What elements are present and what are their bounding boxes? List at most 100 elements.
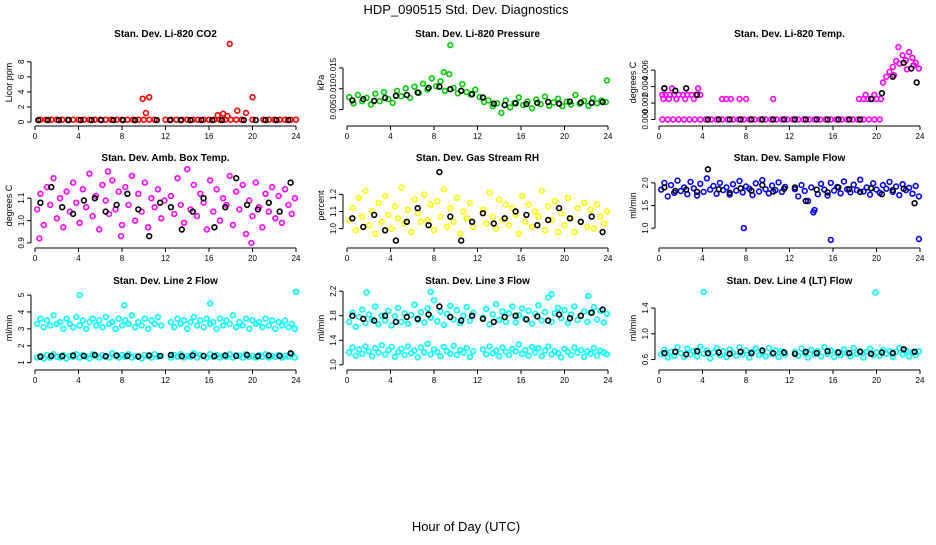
- data-point: [483, 351, 490, 358]
- data-point: [414, 210, 421, 217]
- data-point: [88, 116, 95, 124]
- data-point: [506, 104, 514, 111]
- data-point: [398, 92, 405, 100]
- y-axis-label: degrees C: [628, 61, 638, 103]
- y-tick-label: 3: [17, 326, 26, 331]
- data-point: [566, 98, 574, 105]
- y-tick-label: 8: [17, 59, 26, 64]
- data-point: [577, 99, 584, 106]
- data-point: [732, 352, 740, 359]
- data-point: [86, 355, 93, 362]
- data-point: [441, 87, 449, 95]
- data-point: [385, 346, 392, 354]
- data-point: [249, 317, 256, 324]
- data-point: [548, 216, 555, 224]
- x-tick-label: 24: [916, 376, 925, 385]
- data-point: [588, 309, 595, 316]
- data-point: [674, 177, 681, 184]
- data-point: [268, 317, 276, 324]
- data-point: [871, 91, 878, 99]
- data-point: [434, 318, 441, 325]
- data-point: [664, 354, 671, 361]
- data-point: [479, 206, 487, 214]
- series-hourly: [661, 59, 920, 123]
- data-point: [246, 325, 253, 332]
- data-point: [450, 84, 457, 92]
- y-tick-label: 0.9: [17, 237, 26, 249]
- data-point: [548, 351, 555, 358]
- data-point: [252, 116, 260, 124]
- data-point: [363, 289, 370, 296]
- x-tick-label: 4: [76, 254, 81, 263]
- data-point: [178, 353, 186, 360]
- data-point: [693, 188, 701, 196]
- y-tick-label: 1.0: [641, 222, 650, 234]
- data-point: [58, 204, 66, 211]
- data-point: [537, 100, 544, 108]
- data-point: [102, 208, 109, 215]
- data-point: [124, 352, 131, 360]
- data-point: [512, 348, 519, 355]
- data-point: [167, 192, 175, 200]
- data-point: [56, 318, 64, 326]
- data-point: [661, 349, 668, 357]
- data-point: [748, 116, 755, 123]
- data-point: [538, 317, 545, 324]
- data-point: [489, 311, 496, 318]
- data-point: [425, 84, 432, 92]
- data-point: [837, 190, 844, 197]
- data-point: [472, 86, 479, 93]
- data-point: [91, 351, 99, 359]
- data-point: [385, 211, 392, 219]
- y-tick-label: 1.0: [17, 214, 26, 226]
- data-point: [450, 342, 457, 349]
- data-point: [769, 95, 777, 103]
- data-point: [548, 291, 555, 298]
- x-tick-label: 0: [345, 132, 350, 141]
- y-tick-label: 2: [17, 343, 26, 348]
- data-point: [661, 85, 668, 92]
- data-point: [661, 184, 668, 191]
- x-tick-label: 8: [744, 132, 749, 141]
- data-point: [417, 308, 425, 316]
- data-point: [557, 354, 565, 361]
- data-point: [92, 322, 100, 329]
- data-point: [385, 95, 392, 103]
- y-tick-label: 0.000: [641, 109, 650, 130]
- data-point: [375, 321, 382, 328]
- data-point: [544, 317, 552, 324]
- data-point: [178, 226, 186, 233]
- data-point: [905, 353, 913, 360]
- data-point: [291, 325, 299, 332]
- data-point: [69, 352, 77, 359]
- data-point: [102, 353, 109, 360]
- data-point: [197, 351, 204, 359]
- data-point: [352, 323, 359, 330]
- data-point: [414, 204, 421, 212]
- data-point: [73, 351, 80, 358]
- data-point: [690, 185, 697, 192]
- data-point: [434, 198, 441, 205]
- data-point: [40, 221, 47, 229]
- data-point: [135, 190, 142, 198]
- data-point: [46, 201, 54, 209]
- data-point: [580, 353, 588, 360]
- data-point: [427, 201, 434, 208]
- data-point: [48, 352, 55, 360]
- data-point: [908, 65, 915, 72]
- panel-5: Stan. Dev. Gas Stream RH 0 4 8 12 16 20 24 1.0 1.…: [316, 153, 613, 263]
- data-point: [684, 345, 691, 352]
- x-tick-label: 8: [120, 376, 125, 385]
- data-point: [447, 350, 454, 357]
- data-point: [128, 172, 136, 180]
- data-point: [561, 345, 568, 352]
- series-hourly: [349, 168, 606, 244]
- data-point: [443, 310, 451, 318]
- data-point: [95, 226, 103, 233]
- data-point: [360, 315, 367, 322]
- data-point: [268, 352, 276, 360]
- data-point: [775, 179, 782, 186]
- data-point: [180, 317, 188, 324]
- y-axis-label: degrees C: [4, 184, 14, 226]
- data-point: [359, 306, 366, 313]
